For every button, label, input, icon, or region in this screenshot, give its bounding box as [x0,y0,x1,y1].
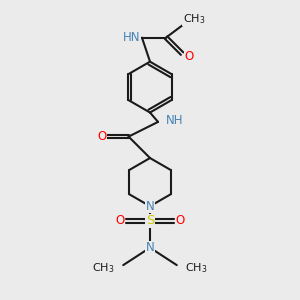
Text: O: O [116,214,124,227]
Text: CH$_3$: CH$_3$ [92,261,115,275]
Text: N: N [146,241,154,254]
Text: CH$_3$: CH$_3$ [185,261,208,275]
Text: N: N [146,200,154,213]
Text: O: O [97,130,106,143]
Text: S: S [146,214,154,227]
Text: HN: HN [123,31,141,44]
Text: CH$_3$: CH$_3$ [183,12,206,26]
Text: O: O [176,214,184,227]
Text: O: O [184,50,194,63]
Text: NH: NH [166,114,183,127]
